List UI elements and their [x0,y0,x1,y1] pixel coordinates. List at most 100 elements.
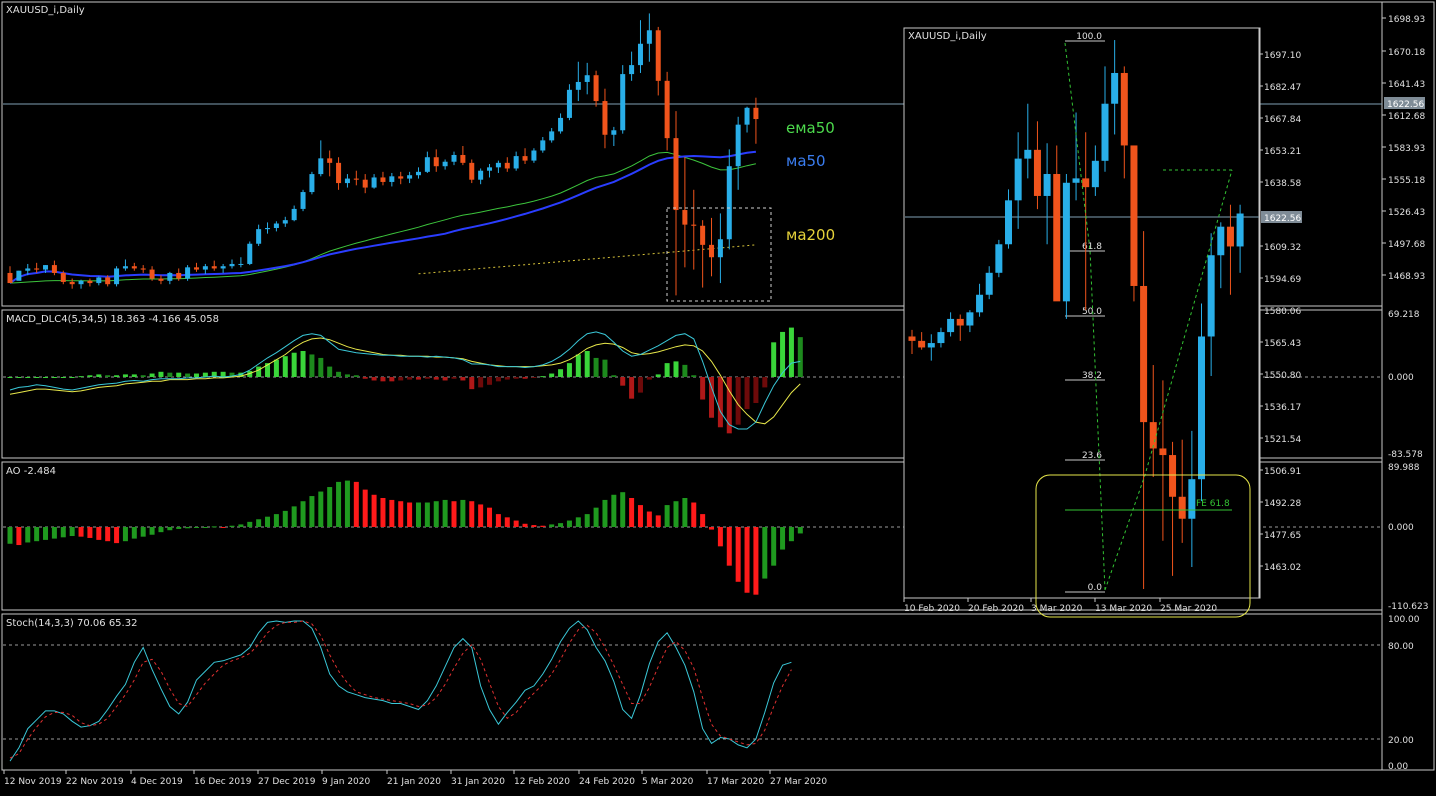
macd-macd-line [9,331,801,430]
candle-body [478,170,484,180]
inset-background [903,27,1261,599]
price-tick-label: 1670.18 [1388,48,1425,58]
ma50-label: ма50 [786,152,826,170]
fib-level-label: 23.6 [1082,451,1102,461]
ao-bar [593,507,599,527]
macd-bar [167,372,173,377]
candle-body [637,43,643,66]
ao-bar [691,502,697,527]
candle-body [424,157,430,172]
ao-bar [655,515,661,527]
candle-body [202,266,208,270]
macd-bar [69,377,75,378]
candle-body [620,74,626,131]
fib-level-label: 50.0 [1082,307,1102,317]
macd-bar [771,342,777,377]
candle-body [593,75,599,102]
candle-body [575,81,581,90]
inset-price-tick-label: 1521.54 [1264,435,1301,445]
inset-price-tick-label: 1594.69 [1264,275,1301,285]
candle-body [389,176,395,182]
candle-body [540,140,546,151]
inset-date-label: 10 Feb 2020 [904,604,960,614]
inset-candle-body [1005,200,1012,245]
candle-body [442,161,448,167]
ao-bar [16,527,22,546]
candle-body [691,224,697,226]
candle-body [176,272,182,279]
ao-bar [682,497,688,527]
macd-bar [149,373,155,377]
ao-bar [105,527,111,542]
ao-bar [238,524,244,527]
inset-candle-body [1140,285,1148,423]
macd-tick-label: -83.578 [1388,450,1423,460]
date-label: 22 Nov 2019 [66,777,124,787]
price-tick-label: 1612.68 [1388,112,1425,122]
ao-bar [362,489,368,527]
macd-bar [256,366,262,377]
ao-title: AO -2.484 [6,466,56,477]
macd-bar [327,366,333,377]
candle-body [513,156,519,169]
ao-bar [256,519,262,527]
macd-bar [309,354,315,377]
ao-bar [726,527,732,566]
macd-bar [336,371,342,377]
candle-body [300,192,306,209]
macd-bar [460,377,466,381]
macd-bar [504,377,510,380]
macd-bar [433,377,439,380]
candle-body [655,30,661,81]
ao-bar [753,527,759,595]
ema50-label: ема50 [786,119,835,137]
ao-tick-label: 0.000 [1388,523,1414,533]
macd-bar [202,372,208,377]
stoch-main-line [9,620,792,762]
inset-date-label: 13 Mar 2020 [1095,604,1152,614]
price-tick-label: 1641.43 [1388,80,1425,90]
macd-tick-label: 69.218 [1388,310,1420,320]
macd-bar [637,377,643,393]
ao-bar [7,527,13,544]
ao-bar [87,527,93,538]
ma200-line [418,244,756,275]
ao-bar [744,527,750,593]
macd-bar [16,377,22,378]
ma50-path [9,150,757,284]
inset-candle-body [937,332,945,344]
macd-bar [513,377,519,379]
inset-candle-body [966,312,974,326]
stoch-tick-label: 80.00 [1388,642,1414,652]
macd-bar [211,371,217,377]
candle-body [327,158,333,163]
macd-bar [176,372,182,377]
ao-bar [602,499,608,527]
candle-body [211,266,217,269]
ao-bar [131,527,137,539]
ao-bar [114,527,120,544]
macd-pane: MACD_DLC4(5,34,5) 18.363 -4.166 45.058 [3,314,1382,434]
ao-bar [282,510,288,527]
macd-bar [78,376,84,378]
candle-body [51,265,57,273]
ao-bar [584,514,590,527]
candle-body [87,280,93,284]
inset-price-tick-label: 1477.65 [1264,531,1301,541]
stoch-tick-label: 20.00 [1388,736,1414,746]
macd-bar [229,372,235,377]
candle-body [460,154,466,163]
macd-bar [220,371,226,377]
macd-bar [282,356,288,377]
macd-bar [620,377,626,386]
macd-bar [265,363,271,377]
macd-bar [407,377,413,380]
candle-body [273,223,279,229]
ao-bar [60,527,66,538]
inset-candle-body [1226,226,1234,247]
macd-bar [300,350,306,377]
macd-bar [87,375,93,377]
candle-body [371,177,377,188]
macd-bar [487,377,493,385]
macd-bar [549,373,555,377]
